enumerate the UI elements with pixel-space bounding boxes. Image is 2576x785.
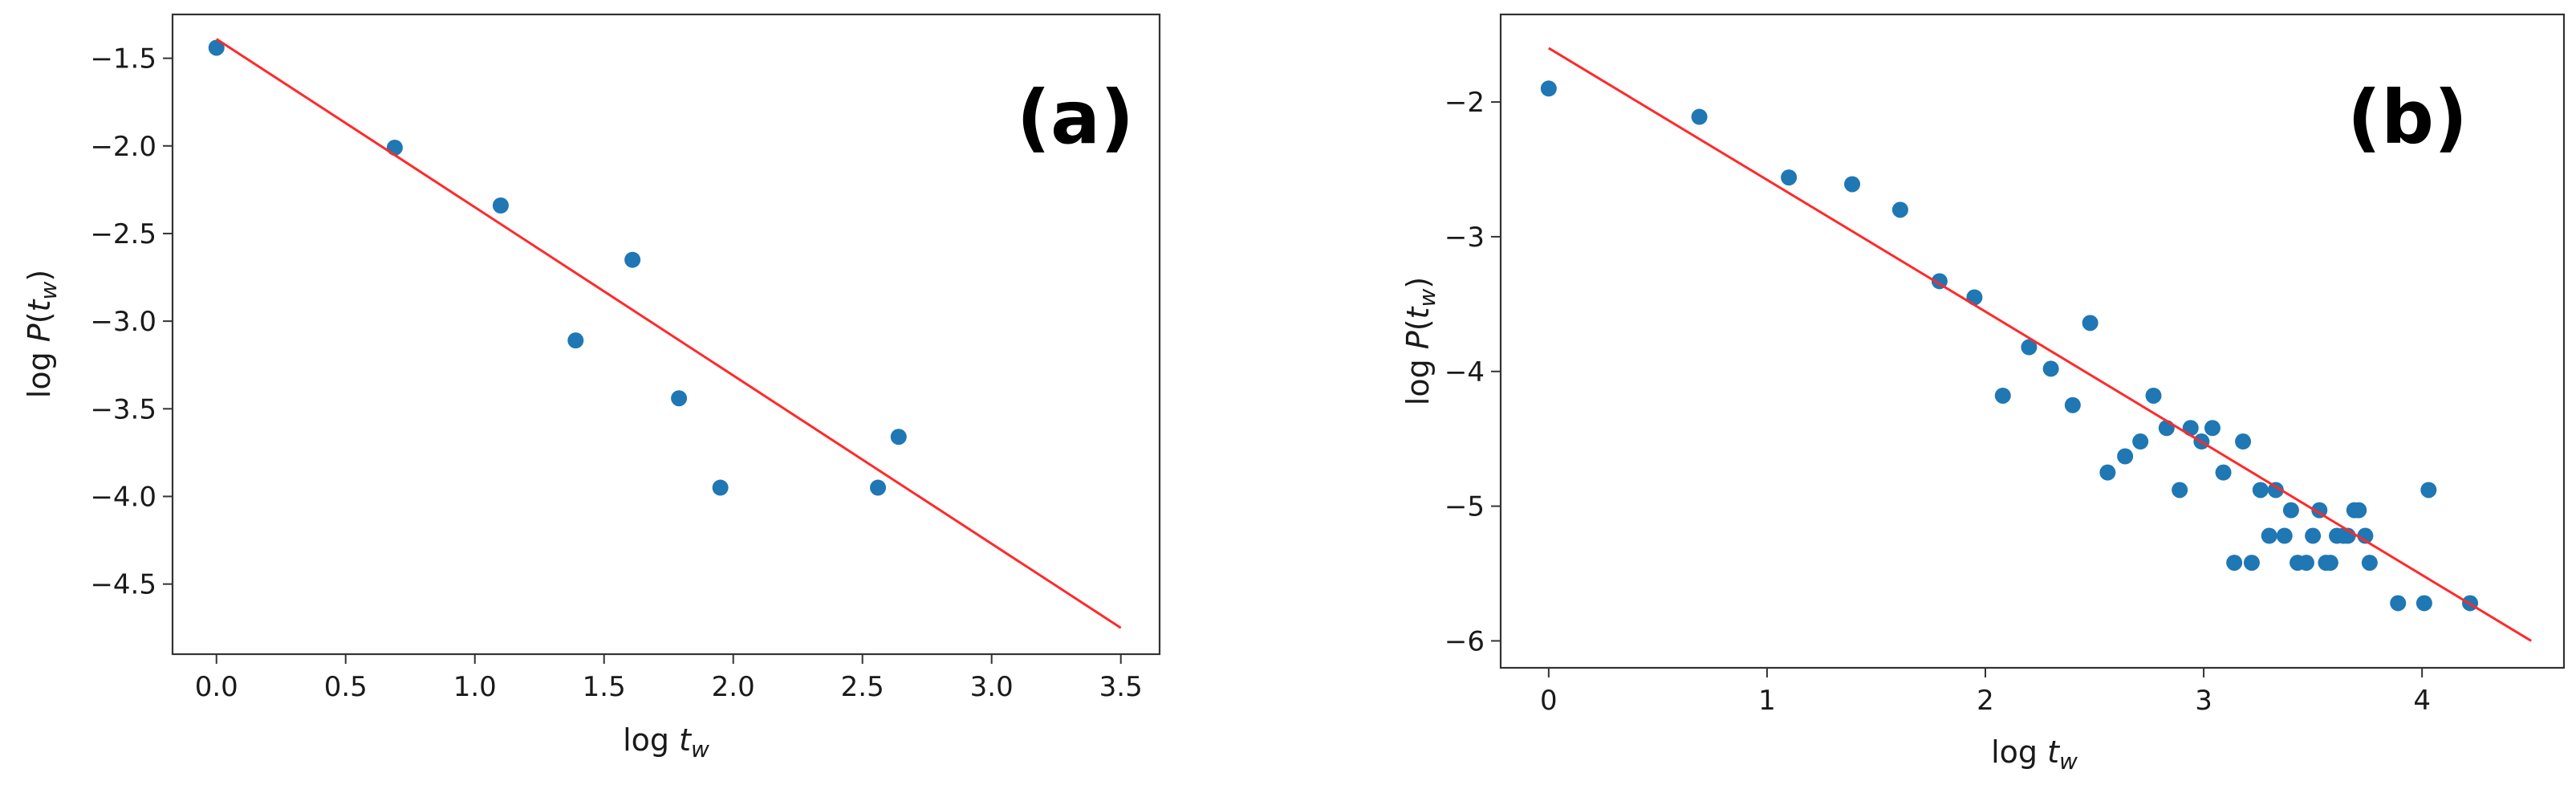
y-tick-label: −4.5 [90,569,156,601]
panel-label: (b) [2347,75,2468,161]
x-axis-label: log tw​ [623,722,709,763]
data-point [386,139,403,156]
x-tick-label: 1.5 [583,671,626,703]
data-point [2243,555,2260,571]
y-tick-label: −6 [1444,625,1485,657]
x-tick-label: 2 [1977,685,1994,717]
x-tick-label: 2.5 [841,671,884,703]
data-point [2215,464,2232,481]
y-tick-label: −3.0 [90,306,156,338]
panel-b: 0 1 2 3 4 −2 −3 −4 −5 −6 log tw​ log P(tw​) (b) [1400,13,2566,775]
y-tick-label: −3.5 [90,393,156,425]
data-point [2322,555,2338,571]
y-tick-label: −2 [1444,87,1485,119]
data-point [2416,595,2432,612]
data-point [2361,555,2378,571]
x-tick-label: 3 [2195,685,2212,717]
y-tick-label: −1.5 [90,43,156,75]
data-point [1691,108,1708,125]
x-tick-label: 4 [2413,685,2431,717]
data-point [2267,482,2284,498]
data-point [1540,80,1557,97]
x-tick-label: 3.5 [1099,671,1143,703]
data-point [2276,527,2293,544]
y-tick-label: −4.0 [90,481,156,513]
data-point [2282,502,2299,519]
axes-frame [1499,13,2566,669]
x-axis-label: log tw​ [1991,734,2078,775]
x-tick-label: 0 [1540,685,1558,717]
data-point [208,39,225,56]
fit-line [1548,47,2532,642]
x-tick-label: 1 [1758,685,1776,717]
data-point [671,390,688,407]
fit-line [215,38,1122,629]
data-point [2082,315,2099,331]
data-point [2390,595,2407,612]
y-tick-label: −3 [1444,222,1485,254]
y-axis-label: log P(tw​) [1400,277,1440,405]
data-point [2261,527,2277,544]
data-point [2357,527,2374,544]
data-point [2182,420,2199,437]
x-tick-label: 1.0 [453,671,497,703]
data-point [2350,502,2367,519]
data-point [2298,555,2314,571]
data-point [890,429,907,445]
data-point [2252,482,2269,498]
data-point [1994,387,2011,404]
data-point [2145,387,2162,404]
panel-label: (a) [1017,75,1134,161]
data-point [2021,339,2038,356]
panel-a: 0.0 0.5 1.0 1.5 2.0 2.5 3.0 3.5 −1.5 −2.0 −2.5 −3.0… [22,13,1161,763]
data-point [2042,360,2059,377]
y-axis-label: log P(tw​) [22,270,62,398]
data-point [1844,176,1861,193]
x-tick-label: 0.0 [195,671,238,703]
data-point [712,479,729,496]
data-point [2158,420,2175,437]
data-point [492,197,509,214]
data-point [2305,527,2322,544]
x-tick-label: 2.0 [712,671,755,703]
x-tick-label: 3.0 [970,671,1014,703]
axes-frame [171,13,1161,656]
y-tick-label: −4 [1444,356,1485,388]
x-tick-label: 0.5 [324,671,368,703]
data-point [2226,555,2243,571]
data-point [2235,433,2252,450]
data-point [2204,420,2220,437]
y-tick-label: −2.5 [90,218,156,250]
data-point [624,251,641,268]
data-point [1781,169,1798,186]
data-point [567,332,584,349]
y-tick-label: −2.0 [90,131,156,163]
data-point [1891,201,1908,218]
data-point [2099,464,2116,481]
data-point [2132,433,2149,450]
data-point [2420,482,2437,498]
data-point [870,479,887,496]
y-tick-label: −5 [1444,491,1485,523]
data-point [2172,482,2188,498]
data-point [2064,397,2081,413]
data-point [2117,448,2134,465]
